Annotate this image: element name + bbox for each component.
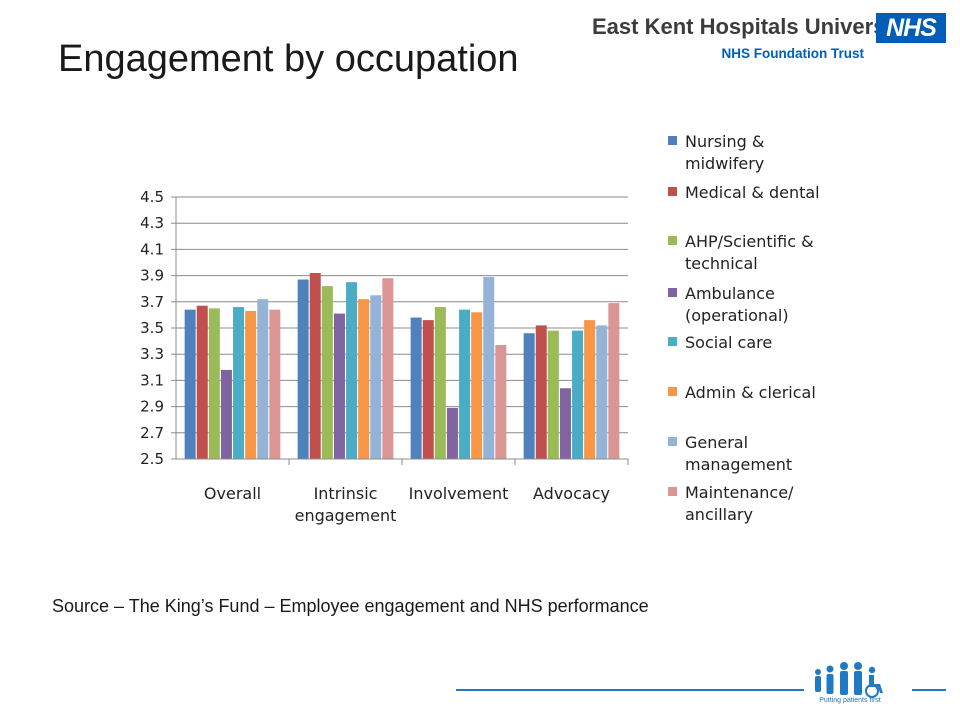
bar [596, 325, 608, 459]
y-tick-label: 3.5 [140, 319, 164, 337]
bar [434, 307, 446, 459]
bar [196, 305, 208, 459]
legend-swatch [668, 236, 677, 245]
organisation-name: East Kent Hospitals University NHS Found… [592, 14, 912, 61]
footer-line-right [912, 689, 946, 691]
bar [608, 303, 620, 459]
legend-swatch [668, 288, 677, 297]
footer-logo-caption: Putting patients first [819, 697, 881, 704]
legend-swatch [668, 337, 677, 346]
legend-label: ancillary [685, 505, 753, 524]
y-tick-label: 3.1 [140, 371, 164, 389]
bar [321, 286, 333, 459]
bar [346, 282, 358, 459]
bar [483, 276, 495, 459]
bar [333, 313, 345, 459]
chart-bars [184, 272, 620, 459]
y-tick-label: 3.7 [140, 293, 164, 311]
y-tick-label: 2.5 [140, 450, 164, 468]
bar [233, 307, 245, 459]
bar [572, 330, 584, 459]
legend-swatch [668, 387, 677, 396]
legend-label: midwifery [685, 154, 764, 173]
legend-label: technical [685, 254, 758, 273]
x-category-label: Involvement [409, 484, 509, 503]
slide-title: Engagement by occupation [58, 38, 519, 80]
org-name-text: East Kent Hospitals University [592, 14, 912, 39]
bar [382, 278, 394, 459]
x-category-label: engagement [295, 506, 397, 525]
legend-swatch [668, 136, 677, 145]
bar [220, 369, 232, 459]
bar [410, 317, 422, 459]
bar [547, 330, 559, 459]
legend-label: (operational) [685, 306, 789, 325]
legend-label: management [685, 455, 792, 474]
x-category-label: Overall [204, 484, 261, 503]
bar [471, 312, 483, 459]
bar [208, 308, 220, 459]
bar [459, 309, 471, 459]
putting-patients-first-logo-icon [815, 662, 883, 698]
legend-label: Social care [685, 333, 772, 352]
bar [309, 272, 321, 459]
y-tick-label: 2.9 [140, 398, 164, 416]
y-tick-label: 3.3 [140, 345, 164, 363]
chart-axes [171, 196, 629, 465]
legend-swatch [668, 487, 677, 496]
y-tick-label: 4.5 [140, 188, 164, 206]
x-category-label: Advocacy [533, 484, 610, 503]
y-tick-label: 2.7 [140, 424, 164, 442]
bar [535, 325, 547, 459]
x-category-label: Intrinsic [314, 484, 378, 503]
bar [358, 299, 370, 459]
legend-label: Nursing & [685, 132, 764, 151]
bar [523, 333, 535, 459]
y-tick-label: 4.3 [140, 214, 164, 232]
bar [257, 299, 269, 459]
bar [422, 320, 434, 459]
legend-label: Maintenance/ [685, 483, 794, 502]
legend-label: Medical & dental [685, 183, 820, 202]
legend-label: Ambulance [685, 284, 775, 303]
legend-label: AHP/Scientific & [685, 232, 814, 251]
bar [446, 407, 458, 459]
footer-line-left [456, 689, 804, 691]
bar [297, 279, 309, 459]
nhs-logo: NHS [876, 13, 946, 43]
legend-swatch [668, 187, 677, 196]
bar [269, 309, 281, 459]
legend-label: General [685, 433, 748, 452]
org-trust-text: NHS Foundation Trust [721, 46, 865, 61]
legend-label: Admin & clerical [685, 383, 816, 402]
y-tick-label: 3.9 [140, 267, 164, 285]
source-citation: Source – The King’s Fund – Employee enga… [52, 596, 649, 616]
chart-legend: Nursing & midwifery Medical & dental AHP/Sc… [668, 132, 820, 524]
x-axis-tick-labels: Overall Intrinsic engagement Involvement Adv… [204, 484, 610, 525]
bar [584, 320, 596, 459]
bar [559, 388, 571, 459]
bar [370, 295, 382, 459]
bar [495, 345, 507, 459]
bar [184, 309, 196, 459]
y-tick-label: 4.1 [140, 240, 164, 258]
legend-swatch [668, 437, 677, 446]
bar [245, 310, 257, 459]
y-axis-tick-labels: 2.5 2.7 2.9 3.1 3.3 3.5 3.7 3.9 4.1 4.3 4.5 [140, 188, 164, 468]
